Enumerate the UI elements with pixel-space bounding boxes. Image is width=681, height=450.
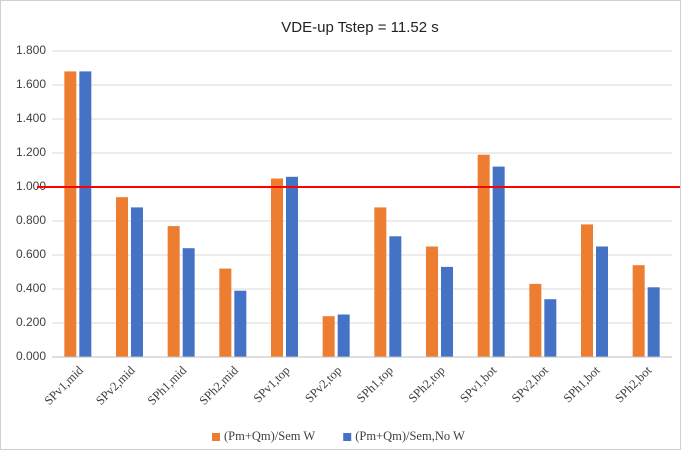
y-tick-label: 0.400 — [16, 281, 46, 295]
bar — [234, 290, 247, 357]
y-tick-label: 0.000 — [16, 349, 46, 363]
legend-label: (Pm+Qm)/Sem,No W — [355, 429, 465, 443]
bar — [477, 154, 490, 357]
y-tick-label: 1.800 — [16, 43, 46, 57]
legend-swatch — [343, 433, 352, 441]
bar — [116, 197, 128, 357]
bar — [492, 166, 505, 357]
bar — [64, 71, 77, 358]
y-tick-label: 0.800 — [16, 213, 46, 227]
bar — [286, 176, 298, 357]
y-tick-label: 1.200 — [16, 145, 46, 159]
y-tick-label: 0.600 — [16, 247, 46, 261]
bar — [271, 178, 283, 357]
bar — [374, 207, 387, 357]
y-tick-label: 1.000 — [16, 179, 46, 193]
bar — [544, 299, 557, 357]
bar — [529, 283, 542, 357]
y-tick-label: 0.200 — [16, 315, 46, 329]
chart-title: VDE-up Tstep = 11.52 s — [281, 19, 438, 36]
bar — [219, 268, 232, 357]
bar — [389, 236, 402, 357]
legend-swatch — [212, 433, 220, 441]
bar — [441, 266, 453, 357]
bar — [182, 248, 195, 357]
bar — [647, 287, 660, 357]
bar — [167, 226, 180, 357]
bar — [131, 207, 143, 357]
y-tick-label: 1.400 — [16, 111, 46, 125]
bar — [322, 316, 335, 357]
bar — [632, 265, 645, 357]
bar — [337, 314, 350, 357]
legend-label: (Pm+Qm)/Sem W — [224, 429, 315, 443]
y-tick-label: 1.600 — [16, 77, 46, 91]
bar — [581, 224, 593, 357]
bar — [596, 246, 608, 357]
bar — [426, 246, 438, 357]
bar — [79, 71, 92, 358]
